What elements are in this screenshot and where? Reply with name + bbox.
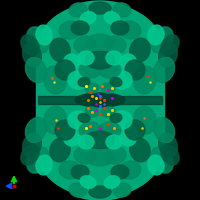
Ellipse shape (50, 138, 70, 162)
Ellipse shape (78, 51, 94, 65)
Ellipse shape (89, 186, 111, 198)
Ellipse shape (80, 12, 96, 24)
Ellipse shape (79, 122, 101, 138)
Ellipse shape (148, 25, 164, 45)
Ellipse shape (63, 124, 81, 146)
Ellipse shape (71, 165, 89, 179)
Ellipse shape (59, 161, 81, 179)
Ellipse shape (106, 135, 122, 149)
Ellipse shape (23, 43, 41, 67)
Ellipse shape (44, 66, 66, 94)
Bar (70, 10, 130, 35)
Ellipse shape (27, 147, 49, 173)
Ellipse shape (130, 38, 150, 62)
Ellipse shape (111, 21, 129, 35)
Ellipse shape (104, 36, 126, 54)
Ellipse shape (119, 124, 137, 146)
Ellipse shape (161, 145, 179, 165)
Ellipse shape (151, 27, 173, 53)
Ellipse shape (110, 77, 122, 87)
Ellipse shape (25, 57, 47, 83)
Ellipse shape (75, 93, 125, 107)
Bar (38, 96, 162, 104)
Ellipse shape (104, 12, 120, 24)
Ellipse shape (112, 71, 132, 89)
Ellipse shape (85, 131, 115, 149)
Ellipse shape (71, 180, 129, 200)
Bar (71, 178, 129, 193)
Ellipse shape (86, 34, 114, 50)
Ellipse shape (79, 62, 101, 78)
Ellipse shape (86, 150, 114, 166)
Ellipse shape (68, 71, 88, 89)
Ellipse shape (130, 138, 150, 162)
Ellipse shape (119, 21, 141, 39)
Ellipse shape (153, 57, 175, 83)
Ellipse shape (134, 106, 156, 134)
Ellipse shape (89, 2, 111, 14)
Ellipse shape (25, 117, 47, 143)
Bar (36, 52, 164, 148)
Ellipse shape (80, 176, 96, 188)
Ellipse shape (161, 35, 179, 55)
Ellipse shape (21, 145, 39, 165)
Ellipse shape (63, 54, 81, 76)
Ellipse shape (74, 146, 96, 164)
Ellipse shape (104, 176, 120, 188)
Ellipse shape (21, 35, 39, 55)
Ellipse shape (85, 83, 99, 93)
Ellipse shape (71, 21, 89, 35)
Ellipse shape (36, 25, 52, 45)
Ellipse shape (36, 3, 164, 101)
Ellipse shape (101, 83, 115, 93)
Ellipse shape (23, 133, 41, 157)
Ellipse shape (159, 43, 177, 67)
Ellipse shape (111, 165, 129, 179)
Ellipse shape (134, 66, 156, 94)
Ellipse shape (99, 122, 121, 138)
Ellipse shape (78, 135, 94, 149)
Ellipse shape (59, 21, 81, 39)
Ellipse shape (113, 183, 131, 197)
Ellipse shape (36, 99, 164, 197)
Ellipse shape (119, 54, 137, 76)
Ellipse shape (69, 183, 87, 197)
Ellipse shape (74, 36, 96, 54)
Ellipse shape (78, 113, 90, 123)
Ellipse shape (101, 107, 115, 117)
Ellipse shape (85, 51, 115, 69)
Ellipse shape (68, 111, 88, 129)
Ellipse shape (36, 155, 52, 175)
Ellipse shape (44, 106, 66, 134)
Ellipse shape (50, 38, 70, 62)
Ellipse shape (125, 60, 145, 80)
Ellipse shape (112, 111, 132, 129)
Ellipse shape (55, 120, 75, 140)
Ellipse shape (110, 113, 122, 123)
Ellipse shape (99, 62, 121, 78)
Ellipse shape (159, 133, 177, 157)
Ellipse shape (70, 1, 130, 23)
Ellipse shape (27, 27, 49, 53)
Ellipse shape (153, 117, 175, 143)
Ellipse shape (151, 147, 173, 173)
Ellipse shape (78, 77, 90, 87)
Ellipse shape (106, 51, 122, 65)
Ellipse shape (148, 155, 164, 175)
Ellipse shape (113, 3, 131, 17)
Ellipse shape (55, 60, 75, 80)
Ellipse shape (125, 120, 145, 140)
Ellipse shape (104, 146, 126, 164)
Ellipse shape (85, 107, 99, 117)
Ellipse shape (119, 161, 141, 179)
Ellipse shape (69, 3, 87, 17)
